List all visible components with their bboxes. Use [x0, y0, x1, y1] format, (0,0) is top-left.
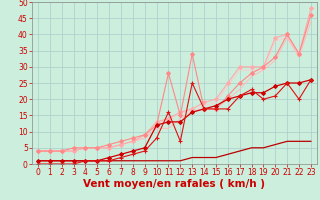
X-axis label: Vent moyen/en rafales ( km/h ): Vent moyen/en rafales ( km/h ) [84, 179, 265, 189]
